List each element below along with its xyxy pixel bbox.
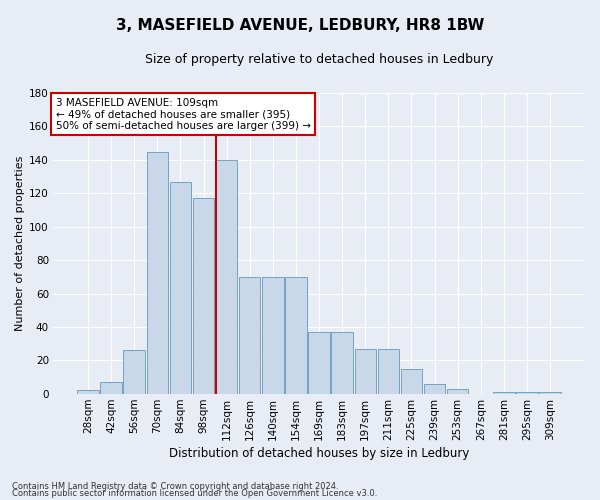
Text: 3 MASEFIELD AVENUE: 109sqm
← 49% of detached houses are smaller (395)
50% of sem: 3 MASEFIELD AVENUE: 109sqm ← 49% of deta…: [56, 98, 311, 131]
Bar: [377, 348, 399, 394]
Text: 3, MASEFIELD AVENUE, LEDBURY, HR8 1BW: 3, MASEFIELD AVENUE, LEDBURY, HR8 1BW: [116, 18, 484, 32]
Bar: [146, 152, 168, 394]
Bar: [447, 389, 469, 394]
Bar: [516, 392, 538, 394]
Bar: [493, 392, 515, 394]
Bar: [308, 332, 330, 394]
Bar: [77, 390, 99, 394]
Bar: [424, 384, 445, 394]
Title: Size of property relative to detached houses in Ledbury: Size of property relative to detached ho…: [145, 52, 493, 66]
Bar: [170, 182, 191, 394]
Bar: [100, 382, 122, 394]
Text: Contains public sector information licensed under the Open Government Licence v3: Contains public sector information licen…: [12, 490, 377, 498]
Text: Contains HM Land Registry data © Crown copyright and database right 2024.: Contains HM Land Registry data © Crown c…: [12, 482, 338, 491]
Bar: [355, 348, 376, 394]
Bar: [124, 350, 145, 394]
Bar: [285, 277, 307, 394]
Y-axis label: Number of detached properties: Number of detached properties: [15, 156, 25, 331]
Bar: [331, 332, 353, 394]
Bar: [401, 368, 422, 394]
X-axis label: Distribution of detached houses by size in Ledbury: Distribution of detached houses by size …: [169, 447, 469, 460]
Bar: [539, 392, 561, 394]
Bar: [193, 198, 214, 394]
Bar: [239, 277, 260, 394]
Bar: [262, 277, 284, 394]
Bar: [216, 160, 238, 394]
